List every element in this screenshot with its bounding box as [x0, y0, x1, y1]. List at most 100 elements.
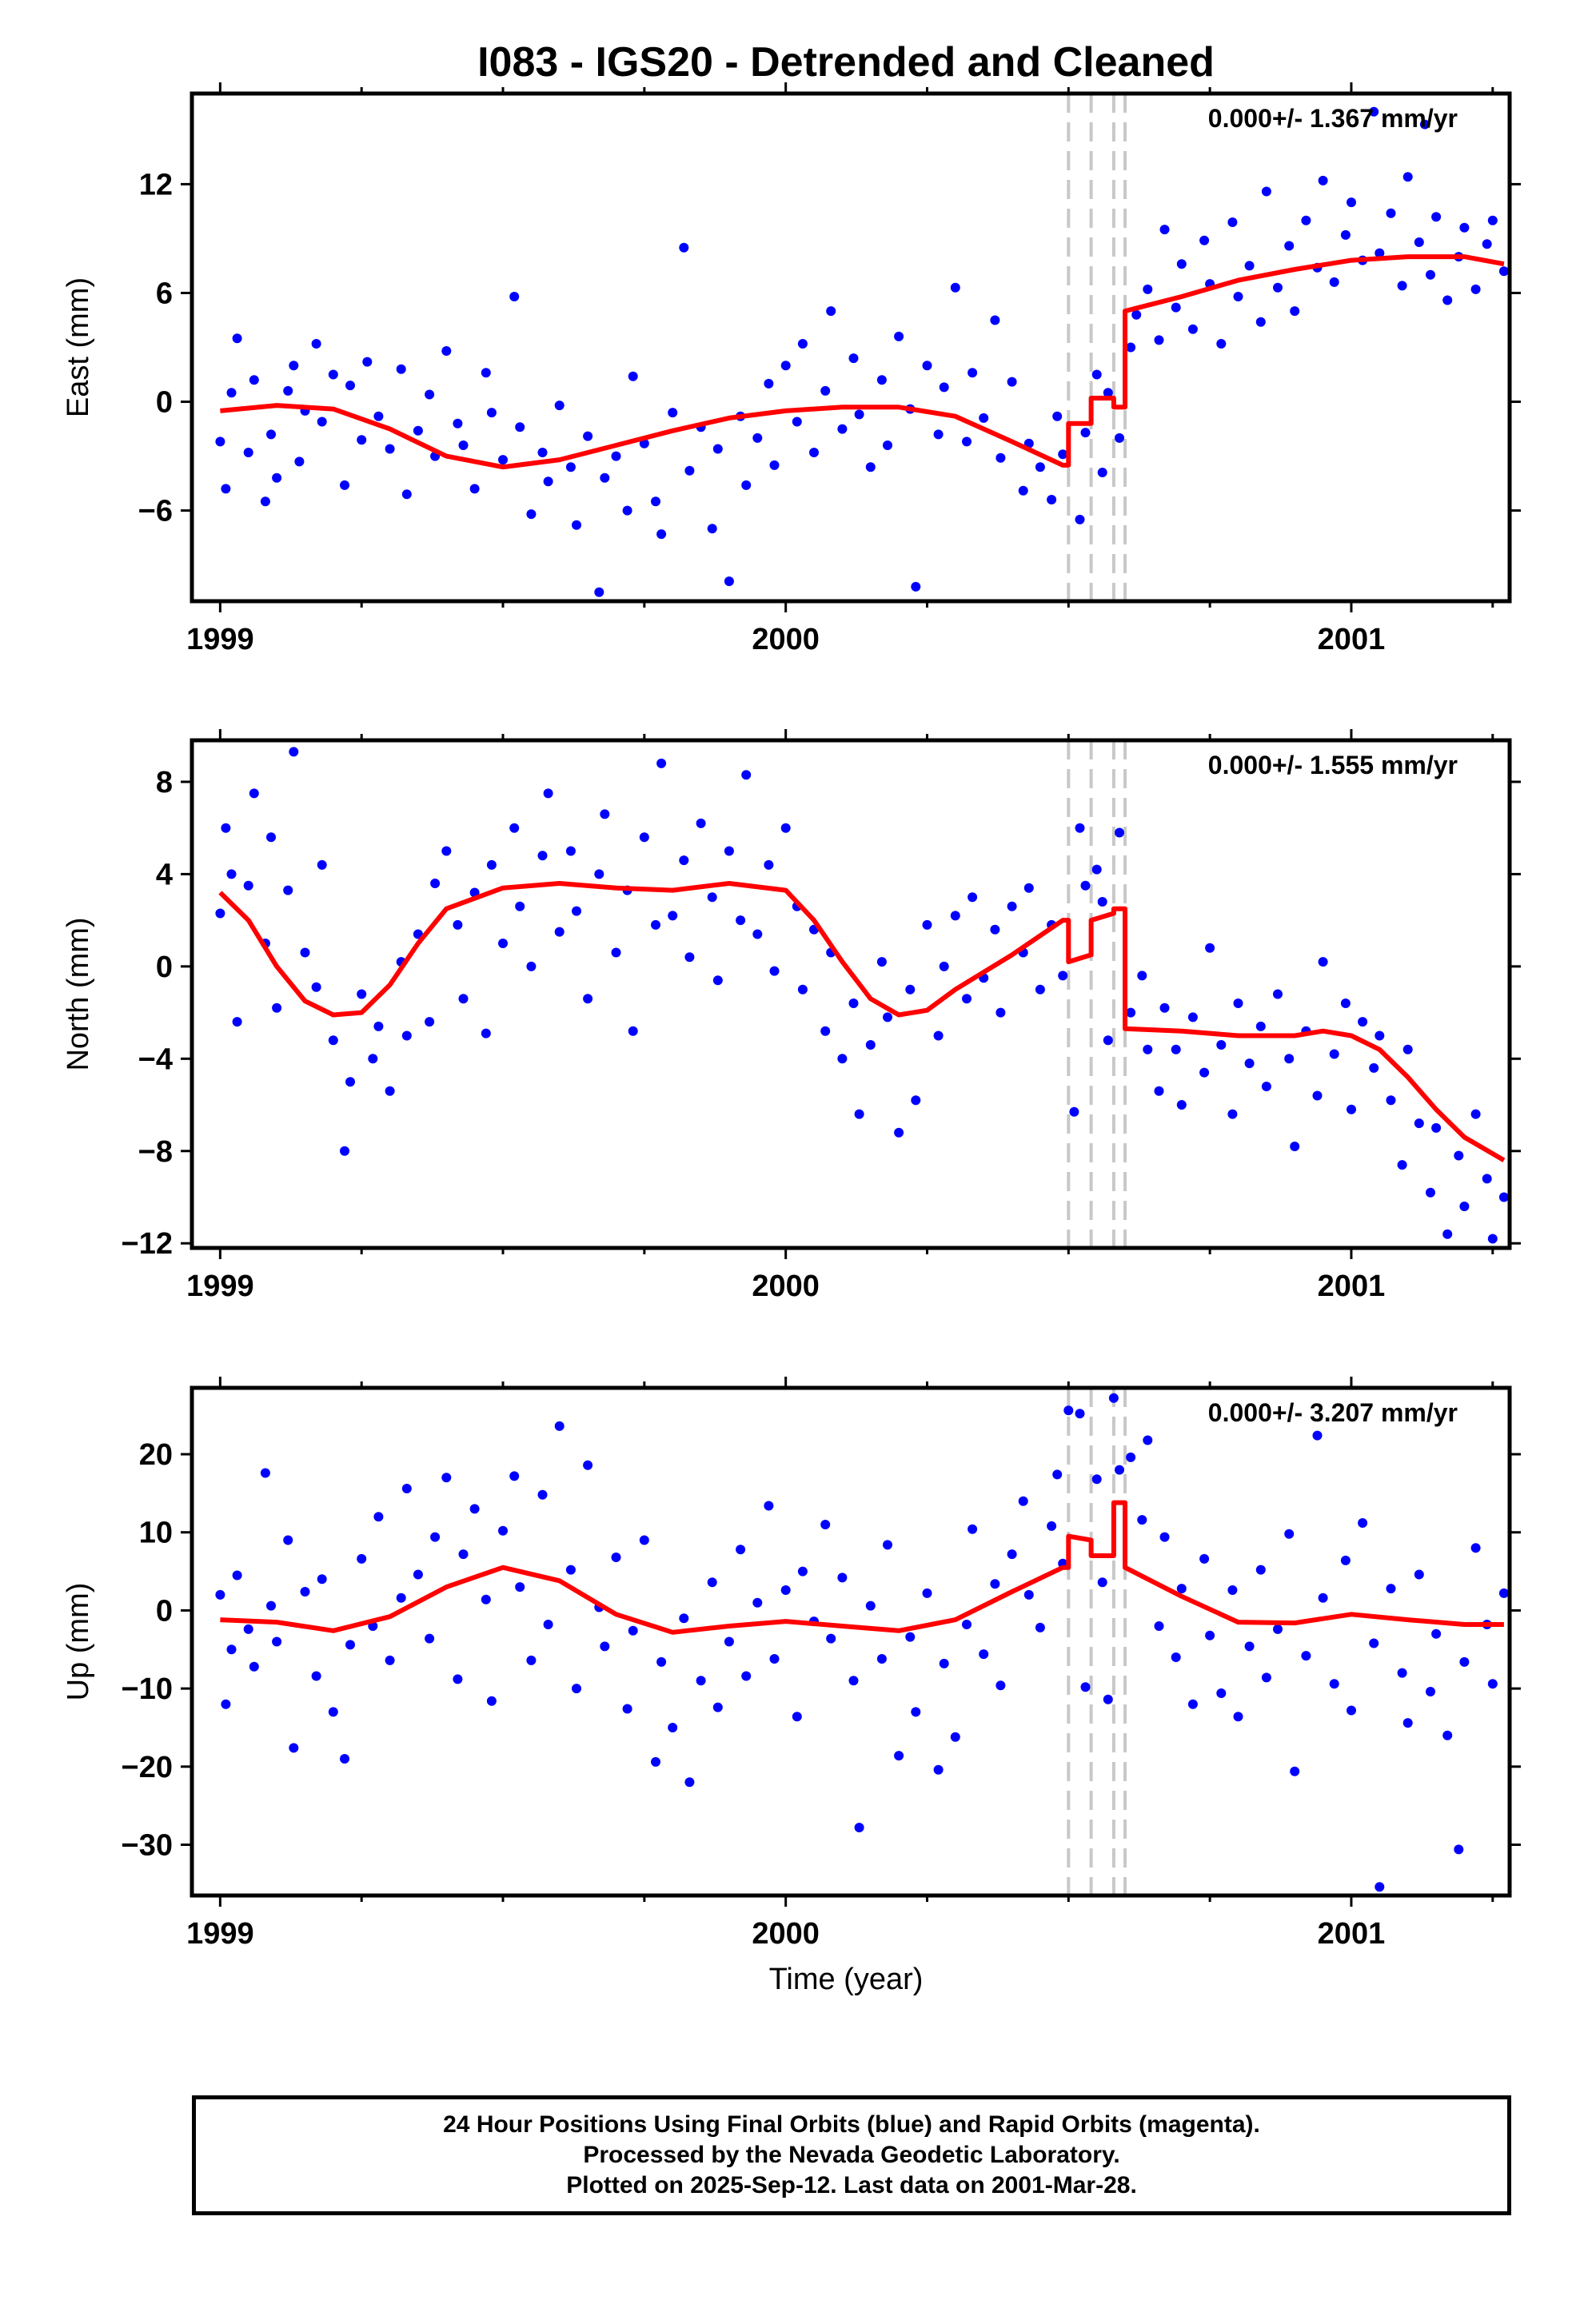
east-point — [1187, 324, 1198, 334]
east-point — [764, 378, 774, 389]
east-point — [1131, 309, 1142, 320]
east-panel: 1999 2000 2001 −6 0 6 12 East (mm) 0.000+/- 1.36… — [62, 82, 1521, 656]
up-point — [260, 1468, 270, 1478]
up-x-tick-label: 2000 — [752, 1917, 820, 1951]
north-point — [1386, 1095, 1396, 1106]
east-point — [554, 401, 565, 411]
north-point — [1347, 1104, 1356, 1114]
up-point — [1454, 1844, 1464, 1855]
north-point — [696, 818, 706, 828]
north-point — [1487, 1234, 1498, 1244]
north-point — [1369, 1062, 1379, 1073]
up-point — [1318, 1593, 1328, 1603]
east-point — [498, 455, 508, 465]
east-point — [894, 331, 904, 341]
up-point — [401, 1484, 412, 1493]
east-point — [752, 433, 763, 443]
up-point — [854, 1823, 864, 1832]
north-frame — [190, 738, 1512, 1250]
north-point — [215, 908, 225, 919]
up-points — [215, 1393, 1509, 1892]
east-point — [911, 581, 921, 592]
up-point — [696, 1676, 706, 1686]
up-point — [1244, 1641, 1255, 1652]
up-point — [911, 1707, 921, 1717]
up-point — [628, 1625, 638, 1636]
north-point — [272, 1003, 282, 1013]
up-point — [413, 1569, 423, 1580]
up-point — [1023, 1589, 1034, 1600]
north-point — [1261, 1082, 1271, 1091]
north-point — [1143, 1044, 1153, 1054]
east-point — [1007, 377, 1017, 387]
east-point — [1035, 462, 1045, 472]
east-point — [289, 361, 299, 371]
north-point — [865, 1040, 876, 1050]
east-point — [1375, 248, 1385, 258]
up-point — [1261, 1672, 1271, 1683]
east-x-tick-label: 2000 — [752, 623, 820, 656]
up-point — [1369, 1638, 1379, 1648]
east-point — [962, 436, 972, 447]
east-point — [1126, 342, 1136, 353]
up-point — [565, 1565, 576, 1575]
north-point — [905, 984, 916, 995]
east-point — [357, 435, 367, 445]
north-point — [962, 994, 972, 1004]
east-point — [1075, 514, 1085, 524]
up-point — [1426, 1687, 1435, 1696]
up-point — [1216, 1688, 1227, 1698]
north-point — [1058, 971, 1068, 981]
up-point — [1205, 1630, 1215, 1640]
up-point — [995, 1680, 1006, 1691]
up-point — [979, 1649, 989, 1660]
north-point — [221, 823, 231, 833]
up-point — [289, 1743, 299, 1753]
up-point — [1159, 1532, 1170, 1542]
up-point — [780, 1585, 791, 1595]
up-point — [396, 1593, 406, 1603]
up-model-line — [220, 1500, 1504, 1635]
north-point — [226, 869, 237, 879]
up-point — [600, 1641, 610, 1652]
north-point — [611, 947, 621, 958]
east-point — [413, 425, 423, 436]
up-point — [345, 1640, 355, 1650]
up-point — [1431, 1628, 1442, 1639]
up-point — [707, 1577, 717, 1588]
east-point — [583, 431, 593, 441]
up-point — [554, 1421, 565, 1431]
east-point — [345, 381, 355, 391]
north-point — [1312, 1090, 1323, 1101]
up-point — [1091, 1474, 1102, 1485]
north-point — [1205, 943, 1215, 953]
up-point — [425, 1633, 435, 1644]
east-point — [1052, 411, 1063, 421]
north-point — [939, 961, 949, 971]
east-point — [1397, 281, 1407, 291]
up-y-tick-label: −10 — [122, 1672, 173, 1706]
east-point — [401, 489, 412, 500]
up-point — [724, 1636, 734, 1647]
up-point — [883, 1540, 892, 1550]
east-point — [707, 524, 717, 534]
east-point — [780, 361, 791, 371]
north-point — [266, 832, 276, 843]
east-x-tick-label: 2001 — [1318, 623, 1386, 656]
east-point — [1470, 284, 1481, 294]
east-point — [1284, 241, 1295, 251]
north-point — [1397, 1160, 1407, 1170]
north-point — [357, 989, 367, 999]
north-point — [1075, 823, 1085, 833]
up-point — [283, 1535, 293, 1545]
north-point — [876, 957, 887, 967]
east-point — [515, 422, 525, 433]
up-point — [232, 1570, 242, 1581]
up-point — [990, 1579, 1000, 1589]
north-point — [1454, 1150, 1464, 1161]
east-point — [283, 385, 293, 396]
north-point — [441, 846, 452, 856]
up-point — [826, 1633, 836, 1644]
north-point — [1442, 1229, 1453, 1239]
north-point — [883, 1012, 892, 1022]
